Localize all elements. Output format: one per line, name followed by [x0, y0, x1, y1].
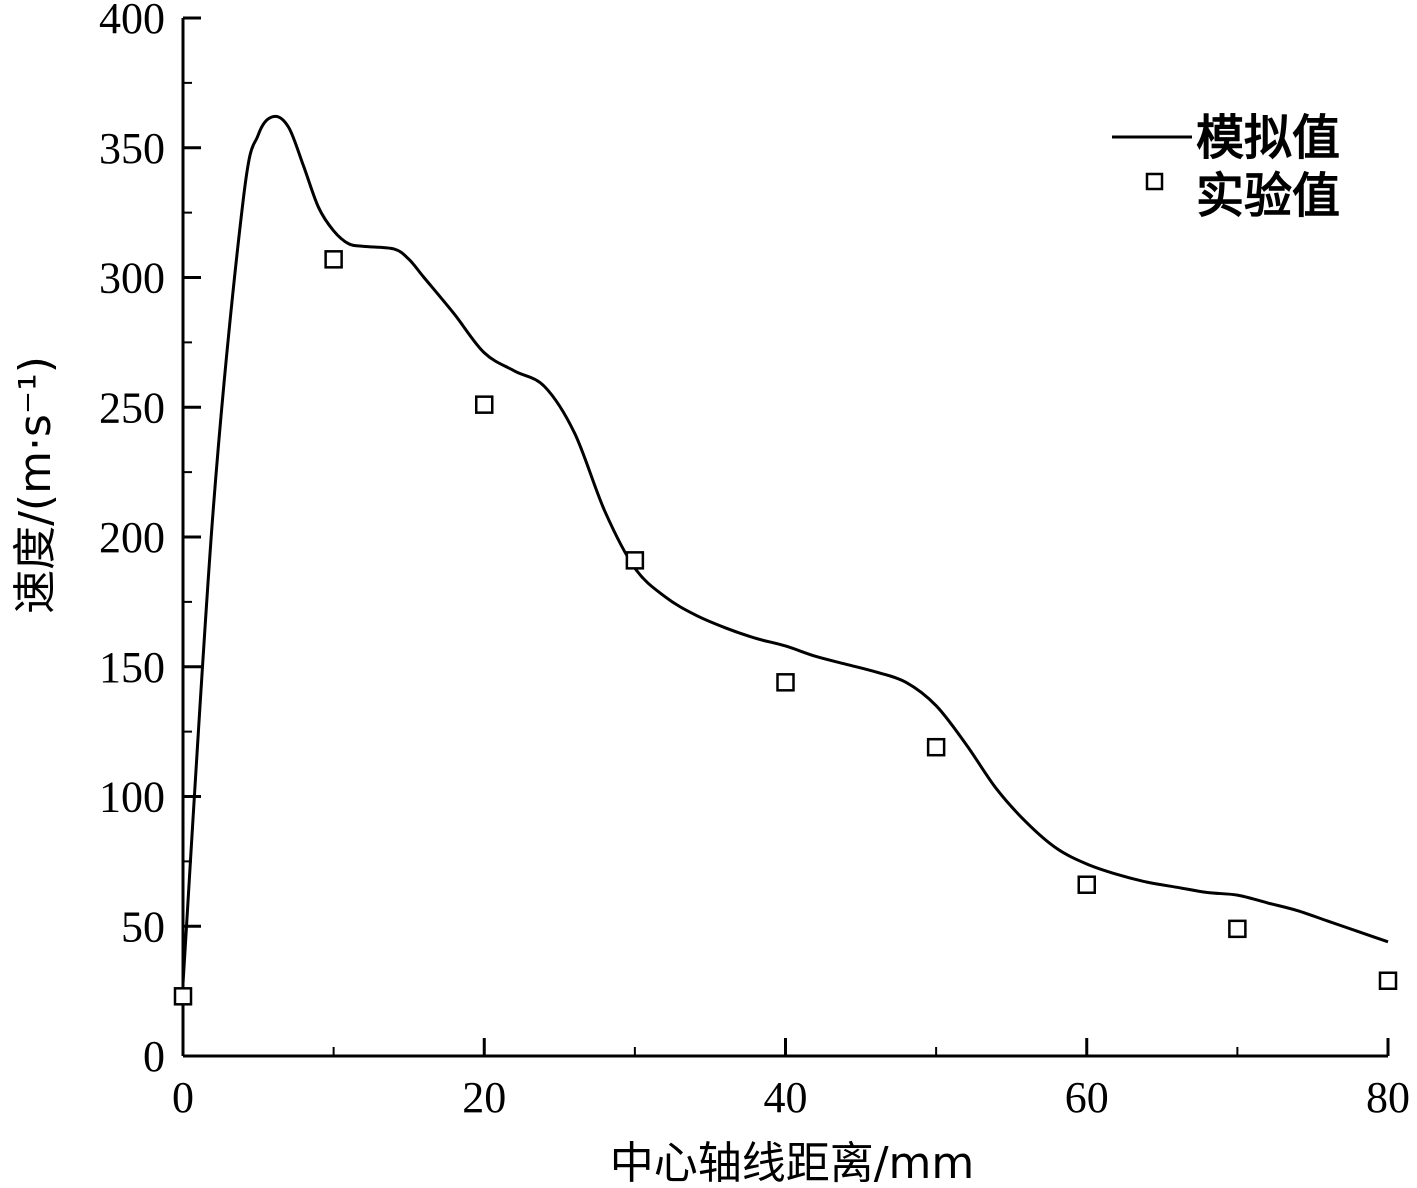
y-axis-title: 速度/(m·s⁻¹) [10, 356, 61, 614]
experimental-marker [625, 551, 645, 570]
y-tick-label: 400 [99, 0, 165, 43]
experimental-marker [926, 737, 946, 757]
experimental-marker [776, 673, 795, 692]
experimental-marker [1378, 971, 1398, 990]
experimental-marker [173, 987, 193, 1006]
y-tick-label: 250 [99, 383, 165, 432]
experimental-marker [1077, 875, 1096, 894]
legend-label-simulated: 模拟值 [1196, 110, 1340, 166]
x-tick-label: 20 [462, 1073, 506, 1122]
y-tick-label: 50 [121, 902, 165, 951]
experimental-marker [475, 395, 494, 414]
x-axis-title: 中心轴线距离/mm [610, 1138, 975, 1188]
x-ticks: 0 20 40 60 80 [172, 1038, 1410, 1122]
y-ticks: 0 50 100 150 200 250 300 350 400 [99, 0, 201, 1081]
x-tick-label: 40 [764, 1073, 808, 1122]
y-tick-label: 300 [99, 254, 165, 303]
series-layer [173, 114, 1398, 1006]
experimental-marker [324, 250, 343, 269]
legend-label-experimental: 实验值 [1196, 168, 1340, 224]
legend: 模拟值 实验值 [1112, 110, 1340, 224]
y-tick-label: 350 [99, 124, 165, 173]
simulated-line [181, 114, 1389, 984]
y-tick-label: 200 [99, 513, 165, 562]
x-tick-label: 60 [1065, 1073, 1109, 1122]
y-tick-label: 150 [99, 643, 165, 692]
legend-square-swatch [1145, 172, 1164, 191]
experimental-marker [1228, 919, 1247, 939]
y-tick-label: 0 [143, 1032, 165, 1081]
x-tick-label: 0 [172, 1073, 194, 1122]
x-tick-label: 80 [1366, 1073, 1410, 1122]
y-tick-label: 100 [99, 773, 165, 822]
